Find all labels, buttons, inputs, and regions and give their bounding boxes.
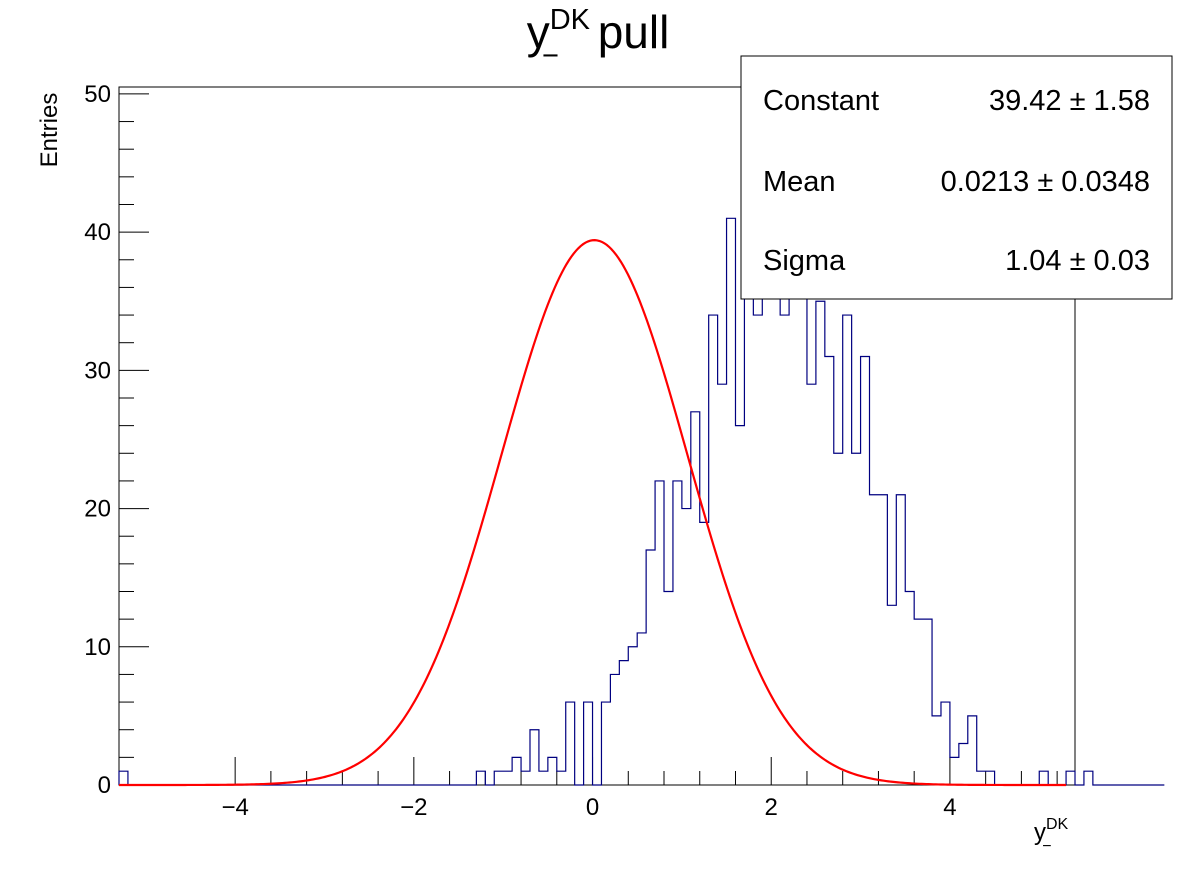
stat-label-constant: Constant [763,85,879,117]
chart-title-suffix: pull [585,6,669,58]
chart-title-sub: − [542,40,559,72]
y-tick-label: 30 [84,357,111,384]
y-tick-label: 0 [98,772,111,799]
stat-label-sigma: Sigma [763,245,846,277]
stats-box [740,55,1173,300]
stat-value-sigma: 1.04 ± 0.03 [1005,245,1150,277]
x-axis-label-sub: − [1042,838,1051,855]
chart-title: yDK − pull [527,4,670,72]
x-tick-labels: −4 −2 0 2 4 [221,794,956,821]
histogram-outline [118,120,1165,786]
y-tick-label: 50 [84,81,111,108]
y-tick-label: 20 [84,496,111,523]
stats-box-content: Constant 39.42 ± 1.58 Mean 0.0213 ± 0.03… [763,85,1150,277]
x-axis-label-base: y [1034,819,1046,846]
gaussian-fit-curve [119,239,1067,787]
x-tick-label: 2 [765,794,778,821]
x-tick-label: −4 [221,794,248,821]
chart-title-base: y [527,6,550,58]
stat-value-mean: 0.0213 ± 0.0348 [941,166,1150,198]
x-axis-label-sup: DK [1046,816,1069,833]
x-axis-label: yDK − [1034,816,1069,855]
chart-title-sup: DK [550,4,591,36]
y-tick-label: 40 [84,219,111,246]
y-axis-label: Entries [36,93,63,168]
x-tick-label: 4 [943,794,956,821]
x-tick-label: −2 [400,794,427,821]
y-tick-labels: 0 10 20 30 40 50 [84,81,111,799]
stat-label-mean: Mean [763,166,836,198]
stat-value-constant: 39.42 ± 1.58 [989,85,1150,117]
y-tick-label: 10 [84,634,111,661]
x-tick-label: 0 [586,794,599,821]
